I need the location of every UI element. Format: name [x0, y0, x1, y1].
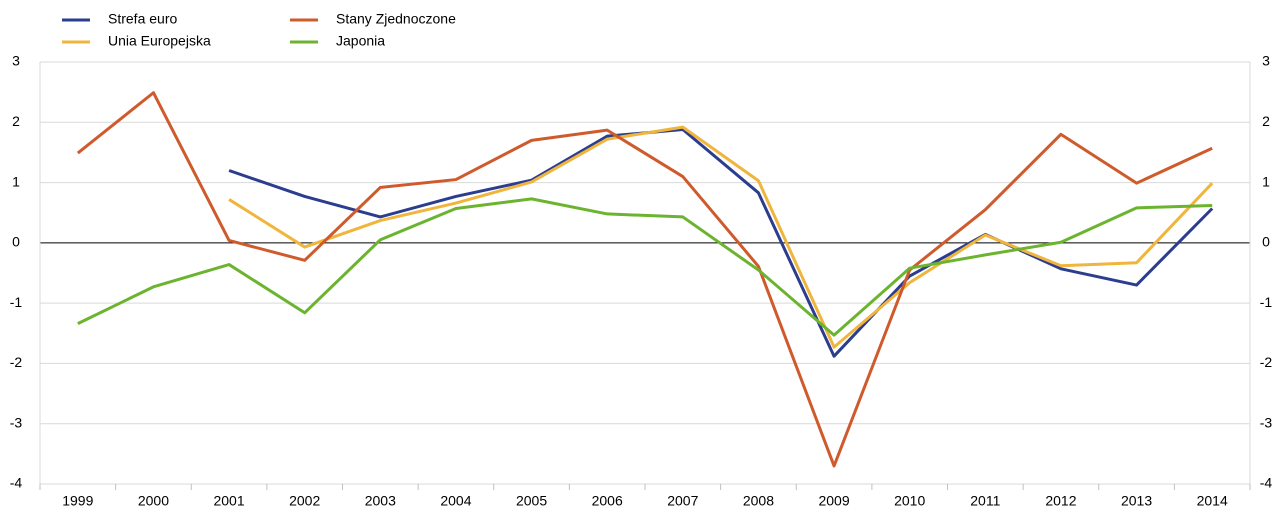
y-tick-label: 3 [12, 53, 20, 69]
y-tick-label: -4 [10, 475, 23, 491]
series-line [228, 128, 1214, 358]
x-tick-label: 2012 [1045, 493, 1076, 509]
y2-tick-label: -3 [1260, 414, 1273, 430]
x-tick-label: 2007 [667, 493, 698, 509]
y-tick-label: -2 [10, 354, 23, 370]
x-tick-label: 2009 [818, 493, 849, 509]
series-line [228, 125, 1214, 349]
y2-tick-label: -2 [1260, 354, 1273, 370]
legend-label: Japonia [336, 33, 385, 49]
legend-label: Unia Europejska [108, 33, 211, 49]
y-tick-label: -3 [10, 414, 23, 430]
x-tick-label: 2013 [1121, 493, 1152, 509]
series-line [76, 91, 1213, 468]
y-tick-label: -1 [10, 294, 23, 310]
x-tick-label: 2005 [516, 493, 547, 509]
x-tick-label: 2000 [138, 493, 169, 509]
legend-label: Stany Zjednoczone [336, 11, 456, 27]
y2-tick-label: -1 [1260, 294, 1273, 310]
x-tick-label: 2003 [365, 493, 396, 509]
y-tick-label: 1 [12, 173, 20, 189]
y2-tick-label: 0 [1262, 234, 1270, 250]
x-tick-label: 1999 [62, 493, 93, 509]
legend-label: Strefa euro [108, 11, 177, 27]
x-tick-label: 2004 [440, 493, 471, 509]
x-tick-label: 2002 [289, 493, 320, 509]
x-tick-label: 2008 [743, 493, 774, 509]
y2-tick-label: 3 [1262, 53, 1270, 69]
x-tick-label: 2001 [213, 493, 244, 509]
x-tick-label: 2006 [592, 493, 623, 509]
y2-tick-label: 2 [1262, 113, 1270, 129]
y-tick-label: 2 [12, 113, 20, 129]
x-tick-label: 2014 [1197, 493, 1228, 509]
y-tick-label: 0 [12, 234, 20, 250]
y2-tick-label: -4 [1260, 475, 1273, 491]
x-tick-label: 2010 [894, 493, 925, 509]
series-line [77, 197, 1213, 337]
x-tick-label: 2011 [970, 493, 1000, 509]
y2-tick-label: 1 [1262, 173, 1270, 189]
